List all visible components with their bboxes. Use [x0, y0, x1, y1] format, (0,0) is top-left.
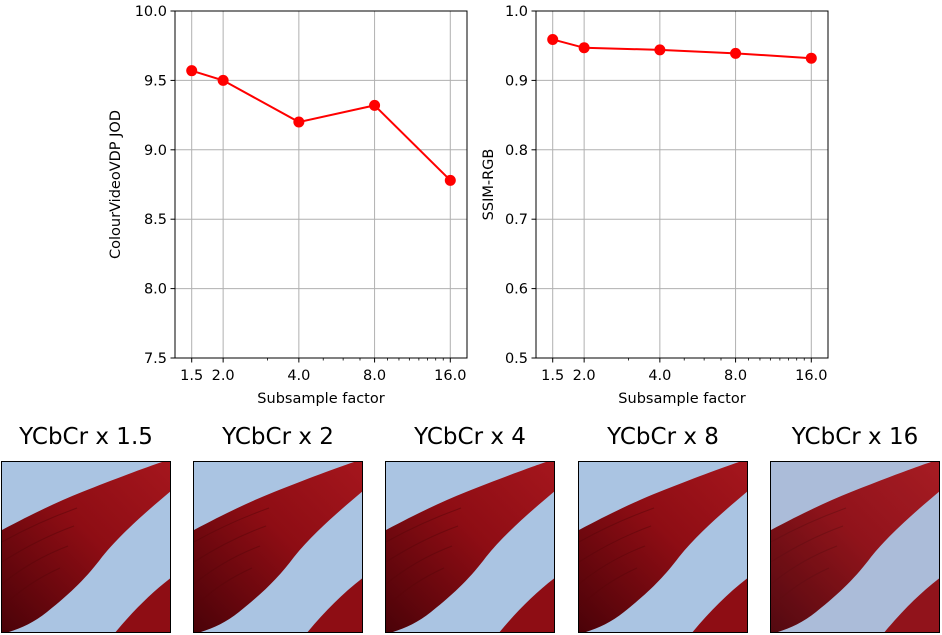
tile-image-5 [770, 461, 940, 633]
red-fabric-corner [499, 578, 554, 632]
jod-ytick-label-2: 8.5 [144, 212, 167, 228]
ssim-ytick-label-4: 0.9 [505, 73, 528, 89]
jod-ytick-label-3: 9.0 [144, 143, 167, 159]
jod-xtick-label-1: 2.0 [212, 368, 235, 384]
jod-point-0 [186, 65, 198, 77]
jod-ytick-label-4: 9.5 [144, 73, 167, 89]
jod-axes-frame [174, 10, 468, 359]
jod-xlabel: Subsample factor [257, 391, 384, 407]
ssim-point-4 [805, 52, 817, 64]
tile-title-1: YCbCr x 1.5 [19, 424, 153, 450]
tile-picture [771, 462, 939, 632]
tile-picture [194, 462, 362, 632]
charts-canvas: 1.5 2.0 4.0 8.0 16.0 7.5 8.0 8.5 9.0 9.5 10.0 Subsa… [108, 4, 829, 407]
ssim-axes-frame [535, 10, 829, 359]
red-fabric-corner [115, 578, 170, 632]
tile-image-3 [385, 461, 555, 633]
jod-point-1 [217, 74, 229, 86]
ssim-point-1 [578, 42, 590, 54]
ssim-xtick-label-1: 2.0 [573, 368, 596, 384]
jod-xtick-label-0: 1.5 [180, 368, 203, 384]
tile-image-4 [578, 461, 748, 633]
ssim-point-0 [547, 33, 559, 45]
ssim-xtick-label-4: 16.0 [795, 368, 827, 384]
ssim-ytick-label-2: 0.7 [505, 212, 528, 228]
tile-picture [2, 462, 170, 632]
jod-ytick-label-5: 10.0 [135, 4, 167, 20]
red-fabric-corner [307, 578, 362, 632]
ssim-series-line-0 [552, 38, 812, 60]
jod-chart: 1.5 2.0 4.0 8.0 16.0 7.5 8.0 8.5 9.0 9.5 10.0 Subsa… [108, 4, 468, 407]
chroma-bleed-overlay [771, 462, 939, 632]
ssim-xlabel: Subsample factor [618, 391, 745, 407]
fabric-folds [579, 507, 655, 608]
tile-image-1 [1, 461, 171, 633]
ssim-xtick-label-0: 1.5 [541, 368, 564, 384]
fabric-folds [771, 507, 847, 608]
tile-title-5: YCbCr x 16 [791, 424, 919, 450]
ssim-ytick-label-0: 0.5 [505, 351, 528, 367]
tile-image-2 [193, 461, 363, 633]
tile-title-3: YCbCr x 4 [414, 424, 526, 450]
jod-xtick-label-4: 16.0 [434, 368, 466, 384]
jod-point-3 [369, 99, 381, 111]
jod-point-4 [444, 174, 456, 186]
ssim-chart: 1.5 2.0 4.0 8.0 16.0 0.5 0.6 0.7 0.8 0.9 1.0 Subsam… [481, 4, 829, 407]
jod-ytick-label-1: 8.0 [144, 282, 167, 298]
red-fabric-corner [692, 578, 747, 632]
ssim-xtick-label-3: 8.0 [724, 368, 747, 384]
fabric-folds [194, 507, 270, 608]
red-fabric-corner [884, 578, 939, 632]
tile-title-4: YCbCr x 8 [607, 424, 719, 450]
ssim-ytick-label-3: 0.8 [505, 143, 528, 159]
jod-ylabel: ColourVideoVDP JOD [108, 110, 124, 259]
red-fabric-band [194, 462, 362, 632]
tile-picture [579, 462, 747, 632]
tile-title-2: YCbCr x 2 [222, 424, 334, 450]
red-fabric-band [2, 462, 170, 632]
ssim-ytick-label-1: 0.6 [505, 282, 528, 298]
tile-picture [386, 462, 554, 632]
jod-xtick-label-2: 4.0 [287, 368, 310, 384]
jod-xtick-label-3: 8.0 [363, 368, 386, 384]
ssim-xtick-label-2: 4.0 [648, 368, 671, 384]
red-fabric-band [771, 462, 939, 632]
red-fabric-band [579, 462, 747, 632]
fabric-folds [386, 507, 462, 608]
fabric-folds [2, 507, 78, 608]
jod-series-line-0 [191, 69, 451, 182]
ssim-point-2 [654, 44, 666, 56]
ssim-ylabel: SSIM-RGB [481, 149, 497, 221]
ssim-point-3 [730, 47, 742, 59]
red-fabric-band [386, 462, 554, 632]
ssim-ytick-label-5: 1.0 [505, 4, 528, 20]
jod-ytick-label-0: 7.5 [144, 351, 167, 367]
jod-point-2 [293, 116, 305, 128]
